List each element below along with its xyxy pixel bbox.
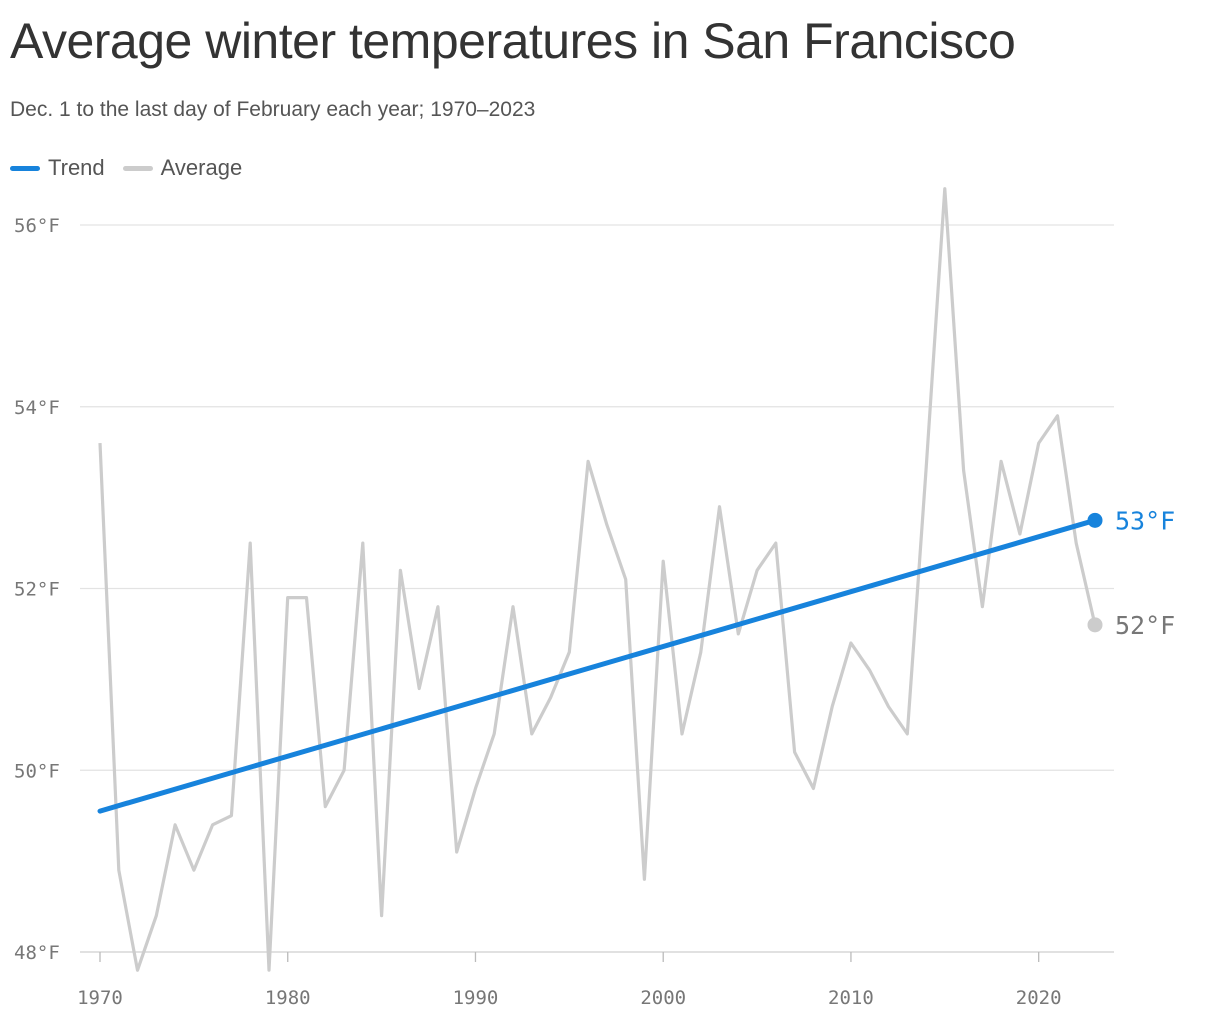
x-tick-label: 1970: [77, 987, 123, 1009]
legend-swatch-trend: [10, 165, 40, 171]
y-tick-label: 54°F: [14, 397, 60, 419]
legend-item-average: Average: [122, 155, 243, 181]
legend-label-average: Average: [160, 155, 243, 180]
average-line: [98, 187, 1097, 972]
trend-line: [97, 517, 1098, 814]
chart-title: Average winter temperatures in San Franc…: [10, 13, 1016, 69]
x-tick-label: 2020: [1016, 987, 1062, 1009]
legend-swatch-average: [122, 165, 153, 171]
y-tick-label: 52°F: [14, 579, 60, 601]
x-tick-label: 1980: [265, 987, 311, 1009]
x-tick-label: 1990: [453, 987, 499, 1009]
chart-subtitle: Dec. 1 to the last day of February each …: [10, 98, 536, 121]
average-end-label: 52°F: [1115, 611, 1175, 640]
legend-item-trend: Trend: [10, 155, 105, 181]
y-tick-label: 48°F: [14, 942, 60, 964]
legend-label-trend: Trend: [48, 155, 105, 180]
trend-end-point: [1087, 512, 1103, 528]
average-end-point: [1087, 617, 1103, 633]
trend-end-label: 53°F: [1115, 506, 1175, 535]
x-tick-label: 2010: [828, 987, 874, 1009]
y-tick-label: 50°F: [14, 760, 60, 782]
x-tick-label: 2000: [640, 987, 686, 1009]
y-tick-label: 56°F: [14, 215, 60, 237]
legend: Trend Average: [10, 155, 260, 181]
